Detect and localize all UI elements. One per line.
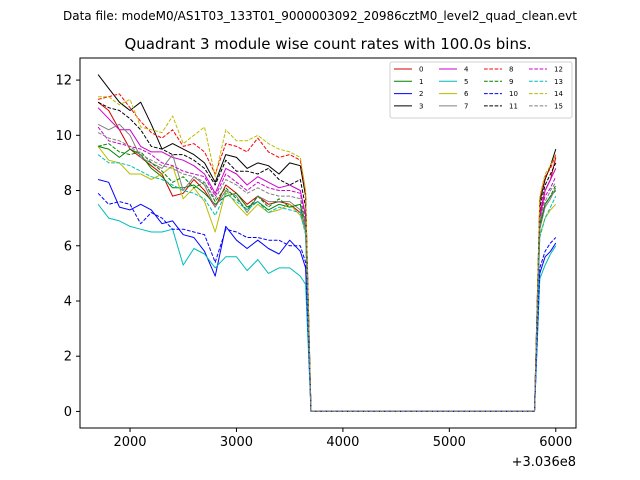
legend-label-6: 6 (464, 90, 469, 98)
series-line-10 (97, 192, 557, 412)
chart-title: Quadrant 3 module wise count rates with … (124, 35, 531, 53)
plot-area (97, 74, 557, 412)
legend-label-14: 14 (554, 90, 563, 98)
y-tick-label-8: 8 (64, 184, 72, 199)
legend-label-9: 9 (509, 78, 513, 86)
x-offset-label: +3.036e8 (512, 455, 576, 470)
legend-label-10: 10 (509, 90, 518, 98)
legend-label-4: 4 (464, 66, 469, 74)
y-tick-label-6: 6 (64, 239, 72, 254)
legend-label-1: 1 (419, 78, 423, 86)
legend-label-8: 8 (509, 66, 513, 74)
legend-label-13: 13 (554, 78, 563, 86)
y-tick-label-0: 0 (64, 405, 72, 420)
legend-label-5: 5 (464, 78, 468, 86)
x-tick-label-5000: 5000 (433, 435, 466, 450)
y-tick-label-2: 2 (64, 350, 72, 365)
x-tick-label-3000: 3000 (220, 435, 253, 450)
file-suptitle: Data file: modeM0/AS1T03_133T01_90000030… (63, 9, 577, 23)
legend-label-7: 7 (464, 102, 468, 110)
x-tick-label-6000: 6000 (539, 435, 572, 450)
legend-label-2: 2 (419, 90, 423, 98)
y-tick-label-10: 10 (55, 129, 72, 144)
y-tick-label-12: 12 (55, 74, 72, 89)
legend-label-3: 3 (419, 102, 423, 110)
axes-frame (79, 57, 577, 429)
legend-label-12: 12 (554, 66, 563, 74)
x-tick-label-4000: 4000 (326, 435, 359, 450)
legend-box (389, 61, 573, 119)
series-line-15 (97, 132, 557, 412)
legend-label-15: 15 (554, 102, 563, 110)
y-tick-label-4: 4 (64, 294, 72, 309)
legend-label-0: 0 (419, 66, 423, 74)
legend-label-11: 11 (509, 102, 518, 110)
x-tick-label-2000: 2000 (113, 435, 146, 450)
